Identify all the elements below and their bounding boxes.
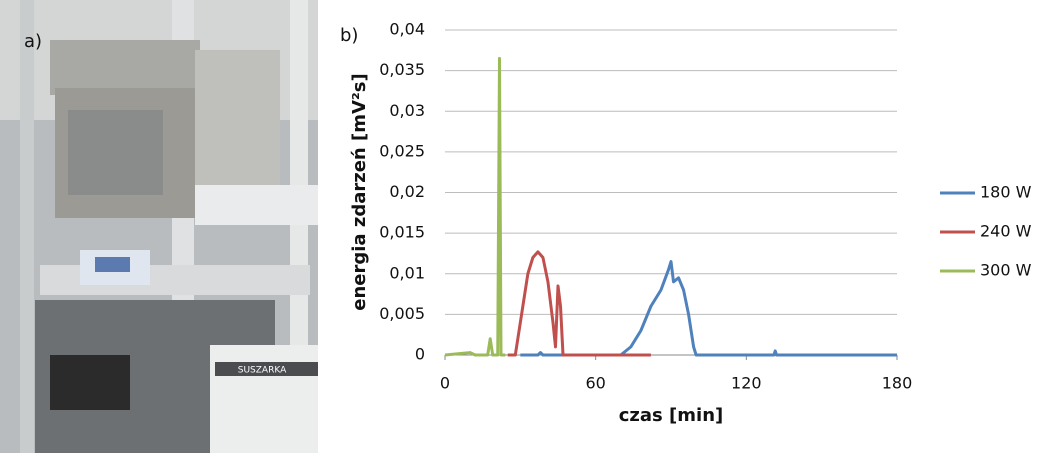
series-line xyxy=(520,260,897,357)
x-tick-label: 180 xyxy=(882,374,913,393)
panel-label: b) xyxy=(340,25,358,46)
y-tick-label: 0,005 xyxy=(379,304,425,323)
panel-label: a) xyxy=(24,31,42,52)
series-line xyxy=(507,250,651,357)
y-tick-label: 0,025 xyxy=(379,141,425,160)
series-line xyxy=(444,56,506,357)
y-tick-label: 0,04 xyxy=(389,20,425,39)
legend-label: 180 W xyxy=(980,183,1032,202)
y-tick-label: 0,015 xyxy=(379,223,425,242)
device-label: SUSZARKA xyxy=(238,366,287,376)
y-axis-title: energia zdarzeń [mV²s] xyxy=(349,73,370,310)
photo: SUSZARKA a) xyxy=(0,0,318,453)
x-axis-title: czas [min] xyxy=(619,405,723,426)
y-tick-label: 0,03 xyxy=(389,101,425,120)
y-tick-label: 0,01 xyxy=(389,263,425,282)
y-tick-label: 0,035 xyxy=(379,60,425,79)
x-tick-label: 60 xyxy=(585,374,605,393)
x-tick-label: 0 xyxy=(440,374,450,393)
y-tick-label: 0,02 xyxy=(389,182,425,201)
x-tick-label: 120 xyxy=(731,374,762,393)
legend-label: 300 W xyxy=(980,261,1032,280)
y-tick-label: 0 xyxy=(415,345,425,364)
legend-label: 240 W xyxy=(980,222,1032,241)
